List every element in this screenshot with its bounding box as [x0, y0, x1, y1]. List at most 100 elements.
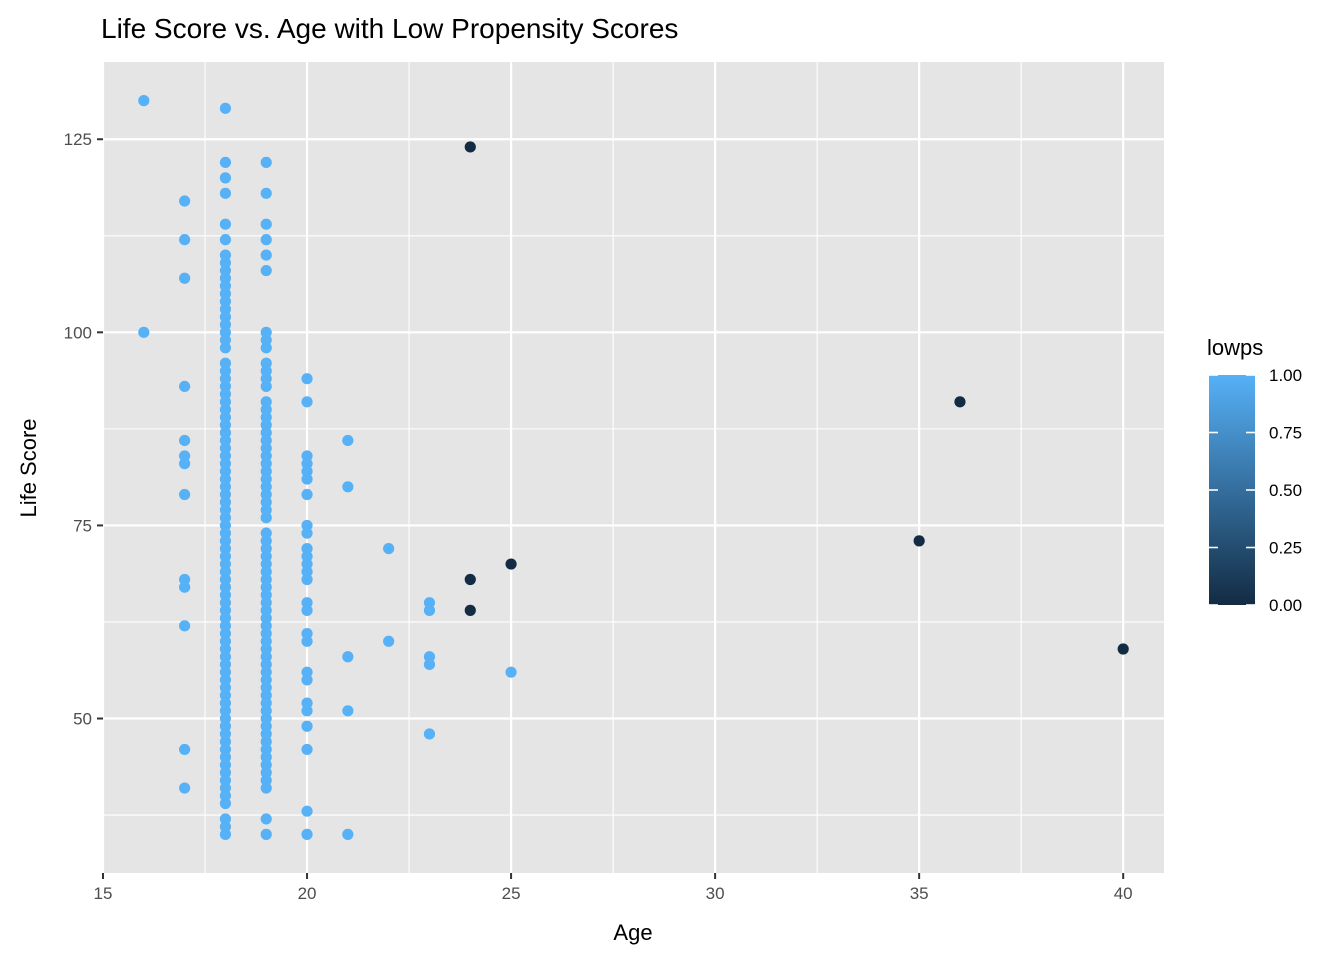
- data-point: [301, 458, 313, 470]
- data-point: [219, 427, 232, 439]
- data-point: [260, 743, 272, 756]
- data-point: [260, 689, 272, 701]
- data-point: [179, 434, 191, 447]
- data-point: [301, 674, 313, 686]
- data-point: [260, 326, 272, 338]
- data-point: [219, 720, 232, 732]
- data-point: [260, 550, 272, 562]
- data-point: [260, 249, 272, 261]
- data-point: [219, 357, 232, 369]
- data-point: [260, 396, 272, 408]
- data-point: [260, 458, 272, 470]
- data-point: [301, 527, 313, 539]
- data-point: [219, 543, 232, 555]
- data-point: [260, 357, 272, 369]
- data-point: [219, 674, 232, 686]
- data-point: [260, 411, 272, 423]
- chart-title: Life Score vs. Age with Low Propensity S…: [101, 13, 678, 44]
- data-point: [954, 396, 966, 408]
- data-point: [219, 813, 232, 825]
- data-point: [301, 396, 313, 408]
- y-tick-label: 50: [73, 710, 92, 729]
- x-tick-label: 35: [910, 884, 929, 903]
- data-point: [260, 604, 272, 616]
- data-point: [301, 828, 313, 840]
- data-point: [260, 643, 272, 655]
- data-point: [423, 604, 436, 616]
- data-point: [260, 720, 272, 732]
- data-point: [179, 458, 191, 470]
- data-point: [301, 720, 313, 732]
- data-point: [219, 666, 232, 678]
- data-points: [138, 95, 1129, 840]
- data-point: [301, 635, 313, 647]
- data-point: [219, 156, 232, 169]
- data-point: [219, 388, 232, 400]
- data-point: [383, 543, 395, 555]
- data-point: [179, 450, 191, 462]
- data-point: [219, 697, 232, 709]
- data-point: [260, 651, 272, 663]
- data-point: [219, 434, 232, 447]
- data-point: [219, 736, 232, 748]
- data-point: [301, 666, 313, 678]
- x-tick-label: 15: [94, 884, 113, 903]
- y-tick-label: 125: [64, 130, 92, 149]
- data-point: [301, 697, 313, 709]
- axes: 15 20 25 30 35 40 50 75 100 125: [64, 130, 1133, 903]
- data-point: [301, 558, 313, 570]
- data-point: [301, 473, 313, 485]
- data-point: [260, 156, 272, 169]
- data-point: [260, 419, 272, 431]
- legend-tick-label: 1.00: [1269, 366, 1302, 385]
- legend-tick-label: 0.25: [1269, 539, 1302, 558]
- data-point: [219, 651, 232, 663]
- data-point: [260, 234, 272, 246]
- data-point: [219, 257, 232, 269]
- data-point: [219, 766, 232, 779]
- data-point: [260, 705, 272, 717]
- data-point: [301, 805, 313, 817]
- x-tick-label: 30: [706, 884, 725, 903]
- data-point: [260, 612, 272, 624]
- data-point: [219, 743, 232, 756]
- data-point: [383, 635, 395, 647]
- y-tick-label: 100: [64, 323, 92, 342]
- data-point: [179, 782, 191, 794]
- y-tick-label: 75: [73, 516, 92, 535]
- data-point: [260, 813, 272, 825]
- data-point: [260, 442, 272, 454]
- plot-panel: [103, 62, 1164, 873]
- legend-tick-label: 0.50: [1269, 481, 1302, 500]
- data-point: [342, 705, 354, 717]
- data-point: [260, 589, 272, 601]
- data-point: [219, 102, 232, 114]
- data-point: [219, 828, 232, 840]
- legend-tick-label: 0.00: [1269, 596, 1302, 615]
- data-point: [219, 589, 232, 601]
- data-point: [219, 403, 232, 416]
- data-point: [260, 566, 272, 578]
- data-point: [179, 581, 191, 593]
- data-point: [219, 566, 232, 578]
- data-point: [913, 535, 925, 547]
- data-point: [219, 658, 232, 671]
- data-point: [301, 488, 313, 501]
- data-point: [219, 797, 232, 810]
- data-point: [219, 234, 232, 246]
- data-point: [219, 380, 232, 392]
- data-point: [301, 597, 313, 609]
- data-point: [219, 365, 232, 377]
- data-point: [342, 434, 354, 447]
- data-point: [219, 604, 232, 616]
- data-point: [260, 218, 272, 230]
- data-point: [219, 311, 232, 323]
- data-point: [138, 95, 150, 107]
- data-point: [423, 728, 436, 740]
- data-point: [219, 396, 232, 408]
- legend-title: lowps: [1207, 335, 1263, 360]
- data-point: [219, 558, 232, 570]
- data-point: [219, 821, 232, 833]
- data-point: [301, 573, 313, 586]
- data-point: [342, 828, 354, 840]
